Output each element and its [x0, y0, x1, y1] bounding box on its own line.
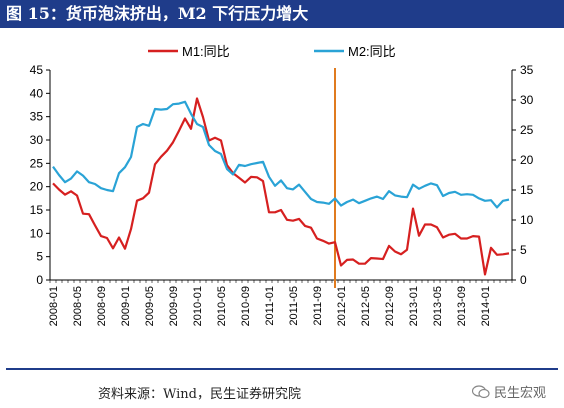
- axes: 0 5 10 15 20 25 30 35 40 45 0 5 10 15 20 25 30 35 2008-01 2…: [30, 63, 534, 326]
- right-tick-label: 0: [520, 273, 527, 287]
- left-tick-label: 40: [30, 86, 44, 100]
- figure-title: 图 15：货币泡沫挤出，M2 下行压力增大: [0, 0, 564, 28]
- x-tick-label: 2008-01: [48, 286, 60, 326]
- legend-label: M2:同比: [348, 44, 396, 59]
- left-tick-label: 45: [30, 63, 44, 77]
- legend: M1:同比 M2:同比: [148, 44, 396, 59]
- x-tick-label: 2008-09: [96, 286, 108, 326]
- left-tick-label: 5: [36, 250, 43, 264]
- m2-line: [52, 100, 510, 209]
- line-chart: M1:同比 M2:同比 0 5 10 15 20 25 30 35 40 45 0 5 10 15 20 25 3…: [30, 44, 534, 326]
- x-tick-label: 2009-01: [120, 286, 132, 326]
- x-tick-label: 2012-01: [336, 286, 348, 326]
- x-tick-label: 2012-09: [384, 286, 396, 326]
- left-tick-label: 35: [30, 110, 44, 124]
- right-tick-label: 25: [520, 123, 534, 137]
- right-tick-label: 30: [520, 93, 534, 107]
- left-tick-label: 25: [30, 156, 44, 170]
- right-tick-label: 5: [520, 243, 527, 257]
- left-tick-label: 0: [36, 273, 43, 287]
- left-tick-label: 30: [30, 133, 44, 147]
- right-tick-label: 15: [520, 183, 534, 197]
- x-tick-label: 2011-09: [312, 286, 324, 326]
- x-tick-label: 2013-05: [432, 286, 444, 326]
- left-tick-label: 20: [30, 180, 44, 194]
- left-tick-label: 10: [30, 226, 44, 240]
- x-tick-label: 2009-05: [144, 286, 156, 326]
- x-tick-label: 2014-01: [480, 286, 492, 326]
- source-note: 资料来源：Wind，民生证券研究院: [98, 387, 301, 402]
- x-tick-label: 2010-05: [216, 286, 228, 326]
- watermark: 民生宏观: [471, 382, 546, 401]
- footer-rule: [6, 368, 558, 370]
- x-tick-label: 2013-09: [456, 286, 468, 326]
- x-tick-label: 2010-09: [240, 286, 252, 326]
- x-tick-label: 2013-01: [408, 286, 420, 326]
- right-tick-label: 35: [520, 63, 534, 77]
- x-tick-label: 2008-05: [72, 286, 84, 326]
- x-tick-label: 2012-05: [360, 286, 372, 326]
- wechat-icon: [471, 384, 490, 398]
- right-tick-label: 20: [520, 153, 534, 167]
- x-tick-label: 2011-05: [288, 286, 300, 326]
- right-tick-label: 10: [520, 213, 534, 227]
- x-tick-label: 2011-01: [264, 286, 276, 326]
- x-tick-label: 2009-09: [168, 286, 180, 326]
- left-tick-label: 15: [30, 203, 44, 217]
- legend-label: M1:同比: [182, 44, 230, 59]
- m1-line: [52, 97, 510, 276]
- series-group: [52, 68, 510, 288]
- watermark-text: 民生宏观: [493, 386, 546, 401]
- x-tick-label: 2010-01: [192, 286, 204, 326]
